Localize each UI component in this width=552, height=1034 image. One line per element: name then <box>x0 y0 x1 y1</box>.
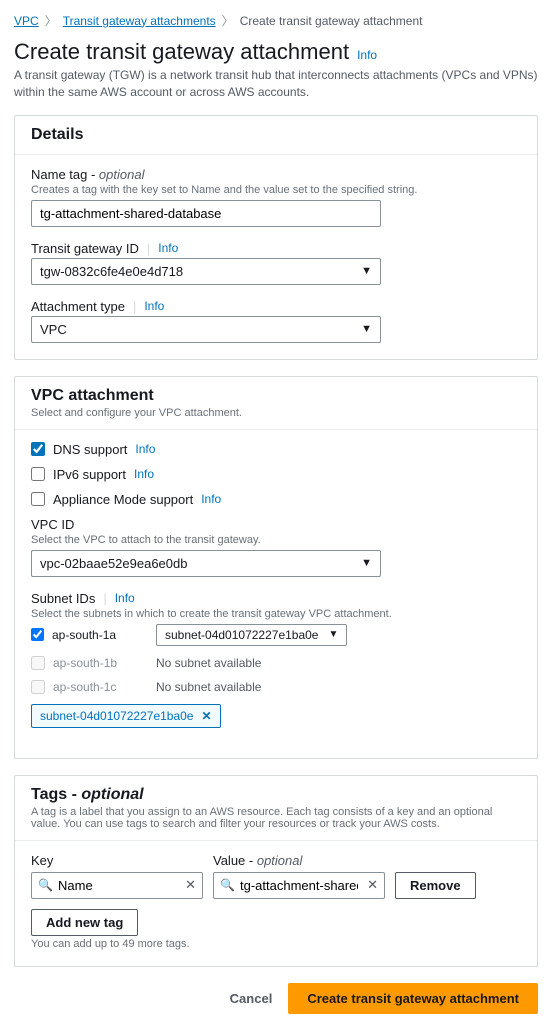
appliance-mode-checkbox[interactable] <box>31 492 45 506</box>
ipv6-support-label: IPv6 support <box>53 467 126 482</box>
name-tag-input[interactable] <box>31 200 381 227</box>
subnet-checkbox-1c <box>31 680 45 694</box>
breadcrumb: VPC 〉 Transit gateway attachments 〉 Crea… <box>14 10 538 35</box>
tags-sub: A tag is a label that you assign to an A… <box>31 806 521 830</box>
attachment-type-label: Attachment type <box>31 299 125 314</box>
subnet-checkbox-1a[interactable] <box>31 628 44 641</box>
ipv6-support-info-link[interactable]: Info <box>134 467 154 481</box>
details-panel: Details Name tag - optional Creates a ta… <box>14 115 538 360</box>
tags-heading: Tags - optional <box>31 786 521 804</box>
subnet-value-1c: No subnet available <box>156 680 261 694</box>
tag-limit-note: You can add up to 49 more tags. <box>31 938 521 950</box>
breadcrumb-tga[interactable]: Transit gateway attachments <box>63 14 216 28</box>
dns-support-info-link[interactable]: Info <box>135 442 155 456</box>
tags-panel: Tags - optional A tag is a label that yo… <box>14 775 538 967</box>
vpc-attachment-panel: VPC attachment Select and configure your… <box>14 376 538 759</box>
tgw-id-value: tgw-0832c6fe4e0e4d718 <box>40 264 183 279</box>
clear-icon[interactable]: ✕ <box>367 877 378 893</box>
subnet-ids-info-link[interactable]: Info <box>115 591 135 605</box>
footer-actions: Cancel Create transit gateway attachment <box>14 983 538 1014</box>
tag-value-label: Value - optional <box>213 853 385 868</box>
subnet-value-1a: subnet-04d01072227e1ba0e <box>165 628 318 642</box>
attachment-type-value: VPC <box>40 322 67 337</box>
appliance-mode-label: Appliance Mode support <box>53 492 193 507</box>
tag-key-input[interactable] <box>31 872 203 899</box>
page-title-text: Create transit gateway attachment <box>14 39 349 65</box>
name-tag-hint: Creates a tag with the key set to Name a… <box>31 184 521 196</box>
page-description: A transit gateway (TGW) is a network tra… <box>14 67 538 101</box>
remove-tag-button[interactable]: Remove <box>395 872 476 899</box>
vpc-attachment-sub: Select and configure your VPC attachment… <box>31 407 521 419</box>
subnet-ids-label: Subnet IDs <box>31 591 95 606</box>
subnet-az-1a: ap-south-1a <box>52 628 116 642</box>
subnet-value-1b: No subnet available <box>156 656 261 670</box>
tag-value-input[interactable] <box>213 872 385 899</box>
dns-support-label: DNS support <box>53 442 127 457</box>
vpc-id-hint: Select the VPC to attach to the transit … <box>31 534 521 546</box>
chevron-right-icon: 〉 <box>222 12 234 29</box>
tgw-id-info-link[interactable]: Info <box>158 241 178 255</box>
tgw-id-label: Transit gateway ID <box>31 241 139 256</box>
vpc-id-select[interactable]: vpc-02baae52e9ea6e0db ▼ <box>31 550 381 577</box>
tgw-id-select[interactable]: tgw-0832c6fe4e0e4d718 ▼ <box>31 258 381 285</box>
subnet-az-1b: ap-south-1b <box>53 656 117 670</box>
attachment-type-info-link[interactable]: Info <box>144 299 164 313</box>
ipv6-support-checkbox[interactable] <box>31 467 45 481</box>
caret-down-icon: ▼ <box>361 557 372 569</box>
vpc-id-value: vpc-02baae52e9ea6e0db <box>40 556 187 571</box>
selected-subnet-chip-text: subnet-04d01072227e1ba0e <box>40 709 193 723</box>
vpc-attachment-heading: VPC attachment <box>31 387 521 405</box>
close-icon[interactable]: ✕ <box>201 709 211 723</box>
breadcrumb-current: Create transit gateway attachment <box>240 14 423 28</box>
breadcrumb-vpc[interactable]: VPC <box>14 14 39 28</box>
dns-support-checkbox[interactable] <box>31 442 45 456</box>
caret-down-icon: ▼ <box>361 323 372 335</box>
appliance-mode-info-link[interactable]: Info <box>201 492 221 506</box>
page-info-link[interactable]: Info <box>357 48 377 62</box>
vpc-id-label: VPC ID <box>31 517 521 532</box>
add-new-tag-button[interactable]: Add new tag <box>31 909 138 936</box>
page-title: Create transit gateway attachment Info <box>14 39 538 65</box>
subnet-ids-hint: Select the subnets in which to create th… <box>31 608 521 620</box>
tag-key-label: Key <box>31 853 203 868</box>
attachment-type-select[interactable]: VPC ▼ <box>31 316 381 343</box>
chevron-right-icon: 〉 <box>45 12 57 29</box>
caret-down-icon: ▼ <box>361 265 372 277</box>
name-tag-label: Name tag - optional <box>31 167 521 182</box>
selected-subnet-chip[interactable]: subnet-04d01072227e1ba0e ✕ <box>31 704 221 728</box>
subnet-checkbox-1b <box>31 656 45 670</box>
clear-icon[interactable]: ✕ <box>185 877 196 893</box>
subnet-az-1c: ap-south-1c <box>53 680 116 694</box>
subnet-select-1a[interactable]: subnet-04d01072227e1ba0e ▼ <box>156 624 347 646</box>
create-attachment-button[interactable]: Create transit gateway attachment <box>288 983 538 1014</box>
cancel-button[interactable]: Cancel <box>230 991 273 1006</box>
caret-down-icon: ▼ <box>328 629 338 640</box>
details-heading: Details <box>31 126 521 144</box>
